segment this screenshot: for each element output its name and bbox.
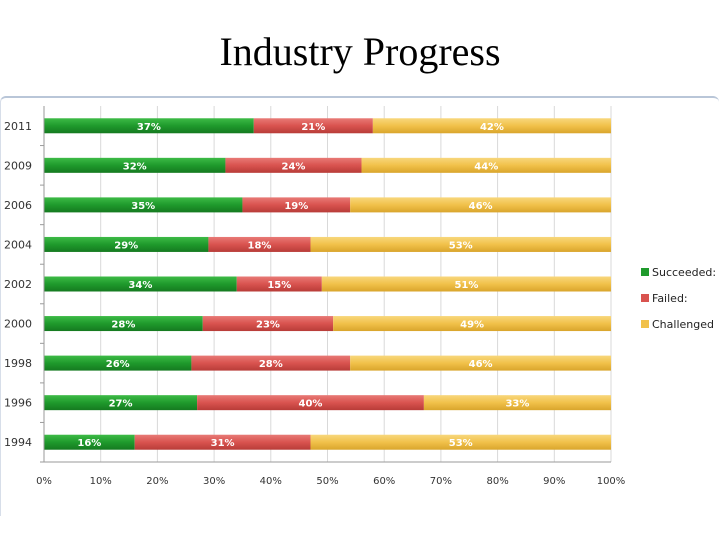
bar-segment bbox=[44, 118, 254, 134]
legend-label: Challenged bbox=[652, 318, 714, 331]
chart-frame: 37% 21% 42% 32% 24% 44% 35% 19% 46% 29% 18% 53% 34% 1… bbox=[0, 96, 719, 516]
category-label: 2000 bbox=[4, 318, 32, 331]
bar-segment bbox=[44, 276, 237, 292]
data-label: 44% bbox=[474, 161, 498, 172]
page-title: Industry Progress bbox=[219, 29, 501, 74]
x-tick-label: 60% bbox=[373, 476, 395, 487]
data-label: 29% bbox=[114, 240, 138, 251]
bar-segment bbox=[310, 236, 611, 252]
x-tick-label: 10% bbox=[90, 476, 112, 487]
data-label: 15% bbox=[267, 280, 291, 291]
legend-label: Succeeded: bbox=[652, 266, 716, 279]
bar-segment bbox=[310, 434, 611, 450]
x-tick-label: 70% bbox=[430, 476, 452, 487]
bar-segment bbox=[44, 197, 243, 213]
bar-segment bbox=[44, 395, 198, 411]
data-label: 19% bbox=[284, 201, 308, 212]
bar-segment bbox=[44, 355, 192, 371]
x-tick-label: 80% bbox=[486, 476, 508, 487]
category-label: 1998 bbox=[4, 357, 32, 370]
bar-segment bbox=[134, 434, 311, 450]
data-label: 31% bbox=[211, 438, 235, 449]
bar-segment bbox=[44, 434, 135, 450]
data-label: 21% bbox=[301, 122, 325, 133]
x-tick-label: 50% bbox=[316, 476, 338, 487]
x-tick-label: 20% bbox=[146, 476, 168, 487]
category-label: 2009 bbox=[4, 159, 32, 172]
bar-segment bbox=[350, 197, 611, 213]
bar-segment bbox=[242, 197, 351, 213]
data-label: 28% bbox=[259, 359, 283, 370]
bar-segment bbox=[191, 355, 351, 371]
data-label: 40% bbox=[299, 399, 323, 410]
data-label: 32% bbox=[123, 161, 147, 172]
data-label: 46% bbox=[469, 201, 493, 212]
bar-segment bbox=[208, 236, 311, 252]
data-label: 23% bbox=[256, 320, 280, 331]
category-label: 2004 bbox=[4, 238, 32, 251]
data-label: 53% bbox=[449, 438, 473, 449]
stacked-bar-chart: 37% 21% 42% 32% 24% 44% 35% 19% 46% 29% 18% 53% 34% 1… bbox=[4, 106, 716, 487]
data-label: 53% bbox=[449, 240, 473, 251]
legend-swatch bbox=[641, 294, 649, 302]
bar-segment bbox=[197, 395, 424, 411]
data-label: 24% bbox=[282, 161, 306, 172]
x-tick-label: 30% bbox=[203, 476, 225, 487]
legend-label: Failed: bbox=[652, 292, 688, 305]
bars: 37% 21% 42% 32% 24% 44% 35% 19% 46% 29% 18% 53% 34% 1… bbox=[44, 118, 611, 450]
data-label: 33% bbox=[505, 399, 529, 410]
category-label: 2011 bbox=[4, 120, 32, 133]
category-label: 2006 bbox=[4, 199, 32, 212]
bar-segment bbox=[44, 236, 209, 252]
legend-swatch bbox=[641, 320, 649, 328]
data-label: 35% bbox=[131, 201, 155, 212]
bar-segment bbox=[44, 157, 226, 173]
data-label: 27% bbox=[109, 399, 133, 410]
bar-segment bbox=[44, 316, 203, 332]
x-tick-label: 90% bbox=[543, 476, 565, 487]
bar-segment bbox=[361, 157, 611, 173]
bar-segment bbox=[253, 118, 373, 134]
axes: 0% 10% 20% 30% 40% 50% 60% 70% 80% 90% 100% 2011 200… bbox=[4, 106, 625, 487]
category-label: 1994 bbox=[4, 436, 32, 449]
x-tick-label: 0% bbox=[36, 476, 52, 487]
legend-swatch bbox=[641, 268, 649, 276]
data-label: 37% bbox=[137, 122, 161, 133]
bar-segment bbox=[423, 395, 611, 411]
data-label: 28% bbox=[111, 320, 135, 331]
bar-segment bbox=[202, 316, 334, 332]
bar-segment bbox=[236, 276, 322, 292]
bar-segment bbox=[321, 276, 611, 292]
data-label: 16% bbox=[77, 438, 101, 449]
bar-segment bbox=[372, 118, 611, 134]
data-label: 51% bbox=[454, 280, 478, 291]
data-label: 18% bbox=[247, 240, 271, 251]
x-tick-label: 40% bbox=[260, 476, 282, 487]
bar-segment bbox=[350, 355, 611, 371]
bar-segment bbox=[333, 316, 611, 332]
category-label: 2002 bbox=[4, 278, 32, 291]
data-label: 46% bbox=[469, 359, 493, 370]
data-label: 49% bbox=[460, 320, 484, 331]
data-label: 42% bbox=[480, 122, 504, 133]
data-label: 26% bbox=[106, 359, 130, 370]
bar-segment bbox=[225, 157, 362, 173]
data-label: 34% bbox=[128, 280, 152, 291]
category-label: 1996 bbox=[4, 397, 32, 410]
x-tick-label: 100% bbox=[597, 476, 626, 487]
legend: Succeeded: Failed: Challenged bbox=[641, 266, 716, 331]
